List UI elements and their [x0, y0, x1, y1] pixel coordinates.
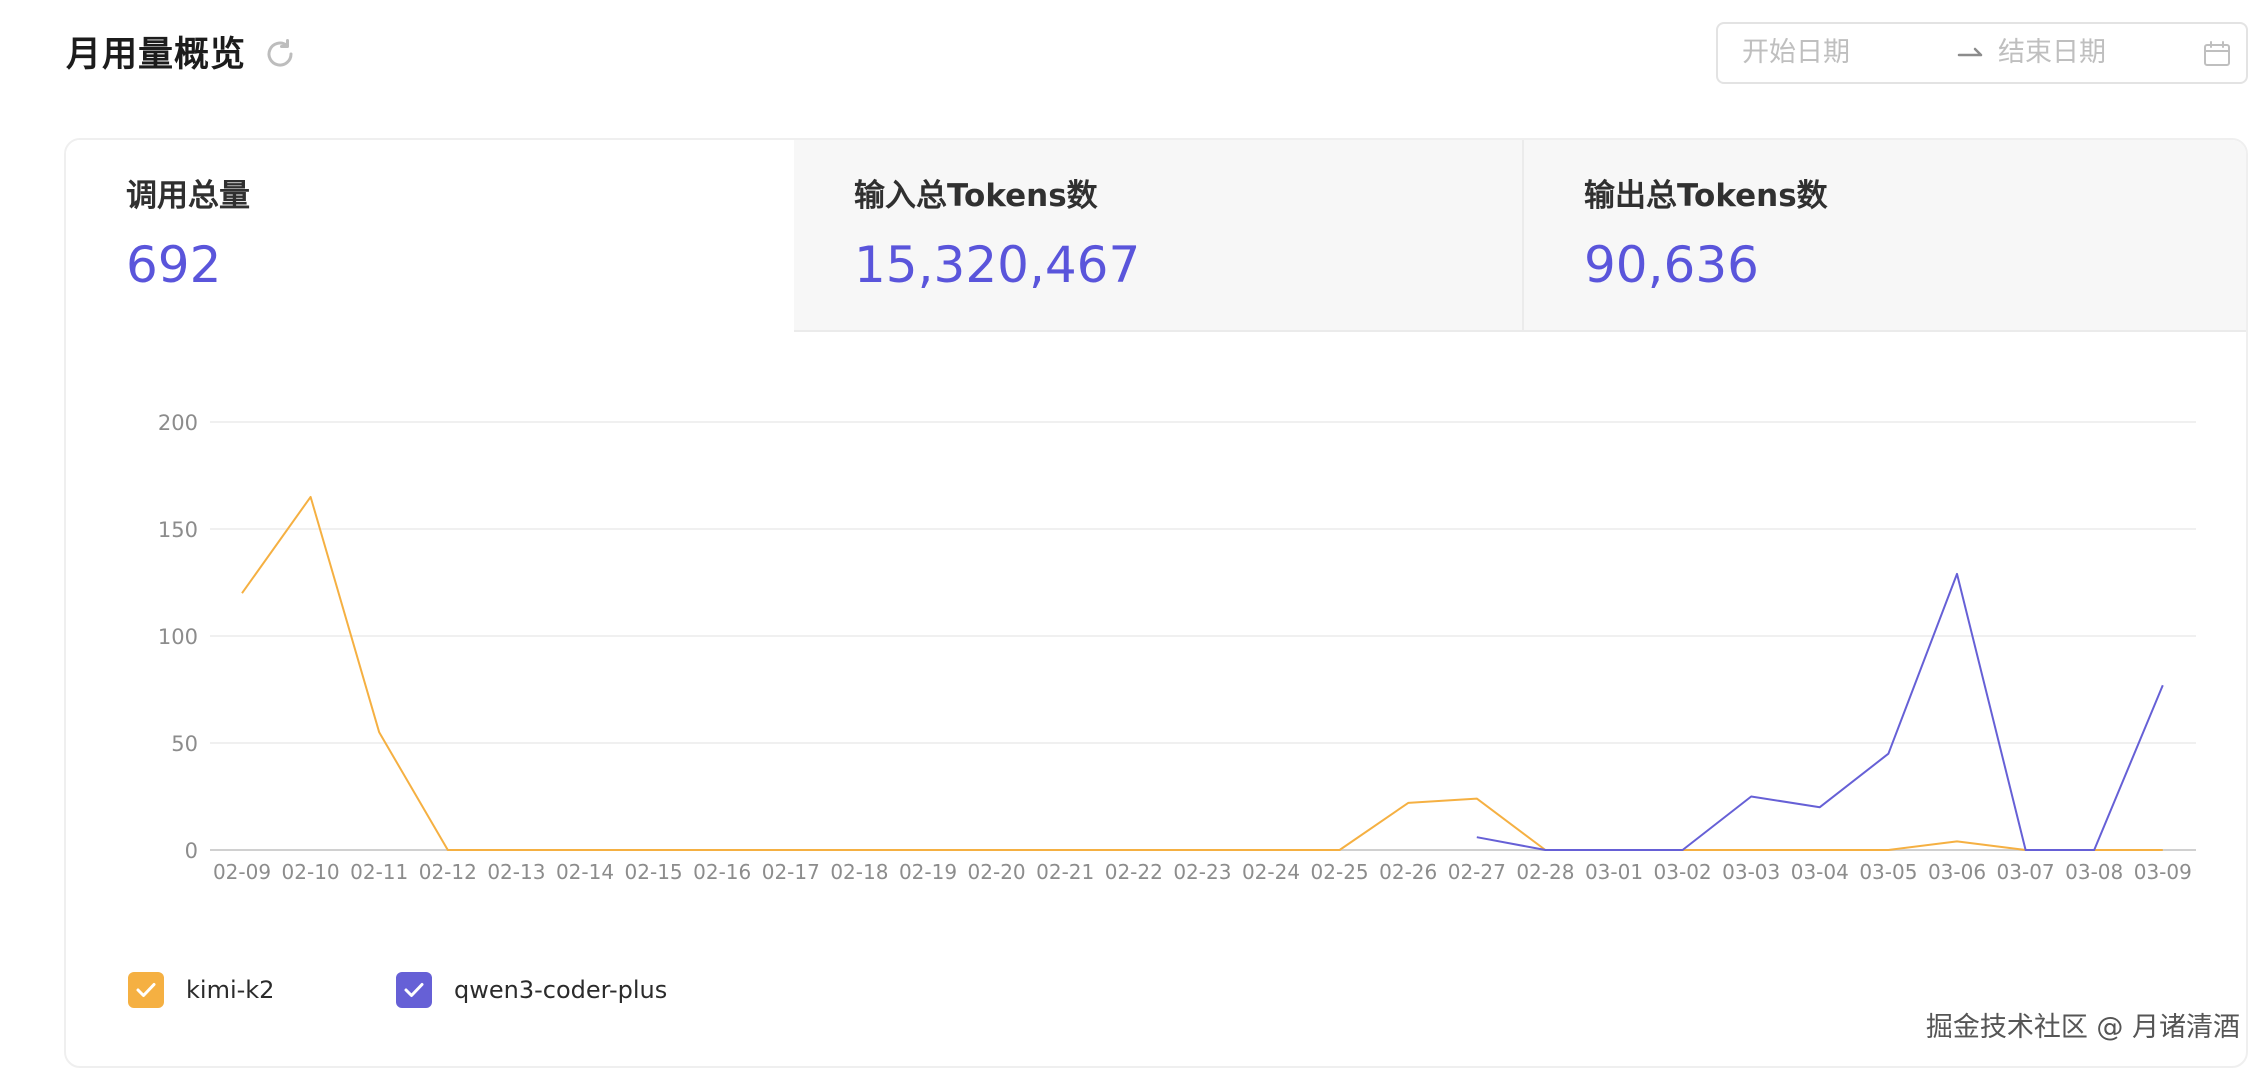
- stat-value: 692: [126, 236, 222, 294]
- check-icon: [128, 972, 164, 1008]
- legend-label: kimi-k2: [186, 976, 275, 1004]
- stat-value: 15,320,467: [854, 236, 1141, 294]
- start-date-input[interactable]: 开始日期: [1742, 37, 1850, 68]
- x-tick-label: 02-22: [1105, 860, 1163, 884]
- x-tick-label: 02-19: [899, 860, 957, 884]
- watermark: 掘金技术社区 @ 月诸清酒: [1925, 1012, 2240, 1043]
- y-tick-label: 200: [158, 411, 198, 435]
- x-tick-label: 02-28: [1516, 860, 1574, 884]
- x-tick-label: 03-07: [1997, 860, 2055, 884]
- x-tick-label: 03-08: [2065, 860, 2123, 884]
- y-tick-label: 100: [158, 625, 198, 649]
- x-tick-label: 02-17: [762, 860, 820, 884]
- series-line-qwen3-coder-plus: [1476, 572, 2164, 851]
- x-tick-label: 02-09: [213, 860, 271, 884]
- x-tick-label: 02-16: [693, 860, 751, 884]
- arrow-right-icon: [1957, 47, 1983, 57]
- usage-card: 调用总量 692 输入总Tokens数 15,320,467 输出总Tokens…: [64, 138, 2248, 1068]
- check-icon: [396, 972, 432, 1008]
- refresh-icon[interactable]: [262, 36, 298, 72]
- stat-tab-output-tokens[interactable]: 输出总Tokens数 90,636: [1522, 140, 2246, 332]
- legend-checkbox[interactable]: [396, 972, 432, 1008]
- x-tick-label: 02-21: [1036, 860, 1094, 884]
- x-tick-label: 03-09: [2134, 860, 2192, 884]
- x-tick-label: 02-25: [1311, 860, 1369, 884]
- x-tick-label: 02-10: [282, 860, 340, 884]
- x-tick-label: 02-12: [419, 860, 477, 884]
- page-title: 月用量概览: [66, 35, 247, 75]
- x-tick-label: 02-27: [1448, 860, 1506, 884]
- end-date-input[interactable]: 结束日期: [1998, 37, 2106, 68]
- x-tick-label: 03-06: [1928, 860, 1986, 884]
- x-tick-label: 02-13: [487, 860, 545, 884]
- stat-tab-input-tokens[interactable]: 输入总Tokens数 15,320,467: [794, 140, 1522, 332]
- stat-label: 输入总Tokens数: [854, 178, 1098, 214]
- stat-value: 90,636: [1584, 236, 1759, 294]
- y-tick-label: 150: [158, 518, 198, 542]
- x-tick-label: 03-01: [1585, 860, 1643, 884]
- stat-label: 调用总量: [126, 178, 250, 214]
- x-tick-label: 03-04: [1791, 860, 1849, 884]
- x-tick-label: 03-05: [1859, 860, 1917, 884]
- legend-checkbox[interactable]: [128, 972, 164, 1008]
- x-tick-label: 03-03: [1722, 860, 1780, 884]
- stat-tab-total-calls[interactable]: 调用总量 692: [66, 140, 794, 332]
- x-tick-label: 02-14: [556, 860, 614, 884]
- x-tick-label: 02-20: [968, 860, 1026, 884]
- calendar-icon[interactable]: [2202, 39, 2232, 69]
- x-tick-label: 02-15: [625, 860, 683, 884]
- x-tick-label: 02-11: [350, 860, 408, 884]
- legend-label: qwen3-coder-plus: [454, 976, 668, 1004]
- series-line-kimi-k2: [241, 495, 2163, 851]
- y-tick-label: 50: [171, 732, 198, 756]
- date-range-picker[interactable]: 开始日期 结束日期: [1716, 22, 2248, 84]
- x-tick-label: 02-23: [1173, 860, 1231, 884]
- y-tick-label: 0: [185, 839, 198, 863]
- x-tick-label: 03-02: [1654, 860, 1712, 884]
- x-tick-label: 02-18: [830, 860, 888, 884]
- stat-label: 输出总Tokens数: [1584, 178, 1828, 214]
- x-tick-label: 02-26: [1379, 860, 1437, 884]
- x-tick-label: 02-24: [1242, 860, 1300, 884]
